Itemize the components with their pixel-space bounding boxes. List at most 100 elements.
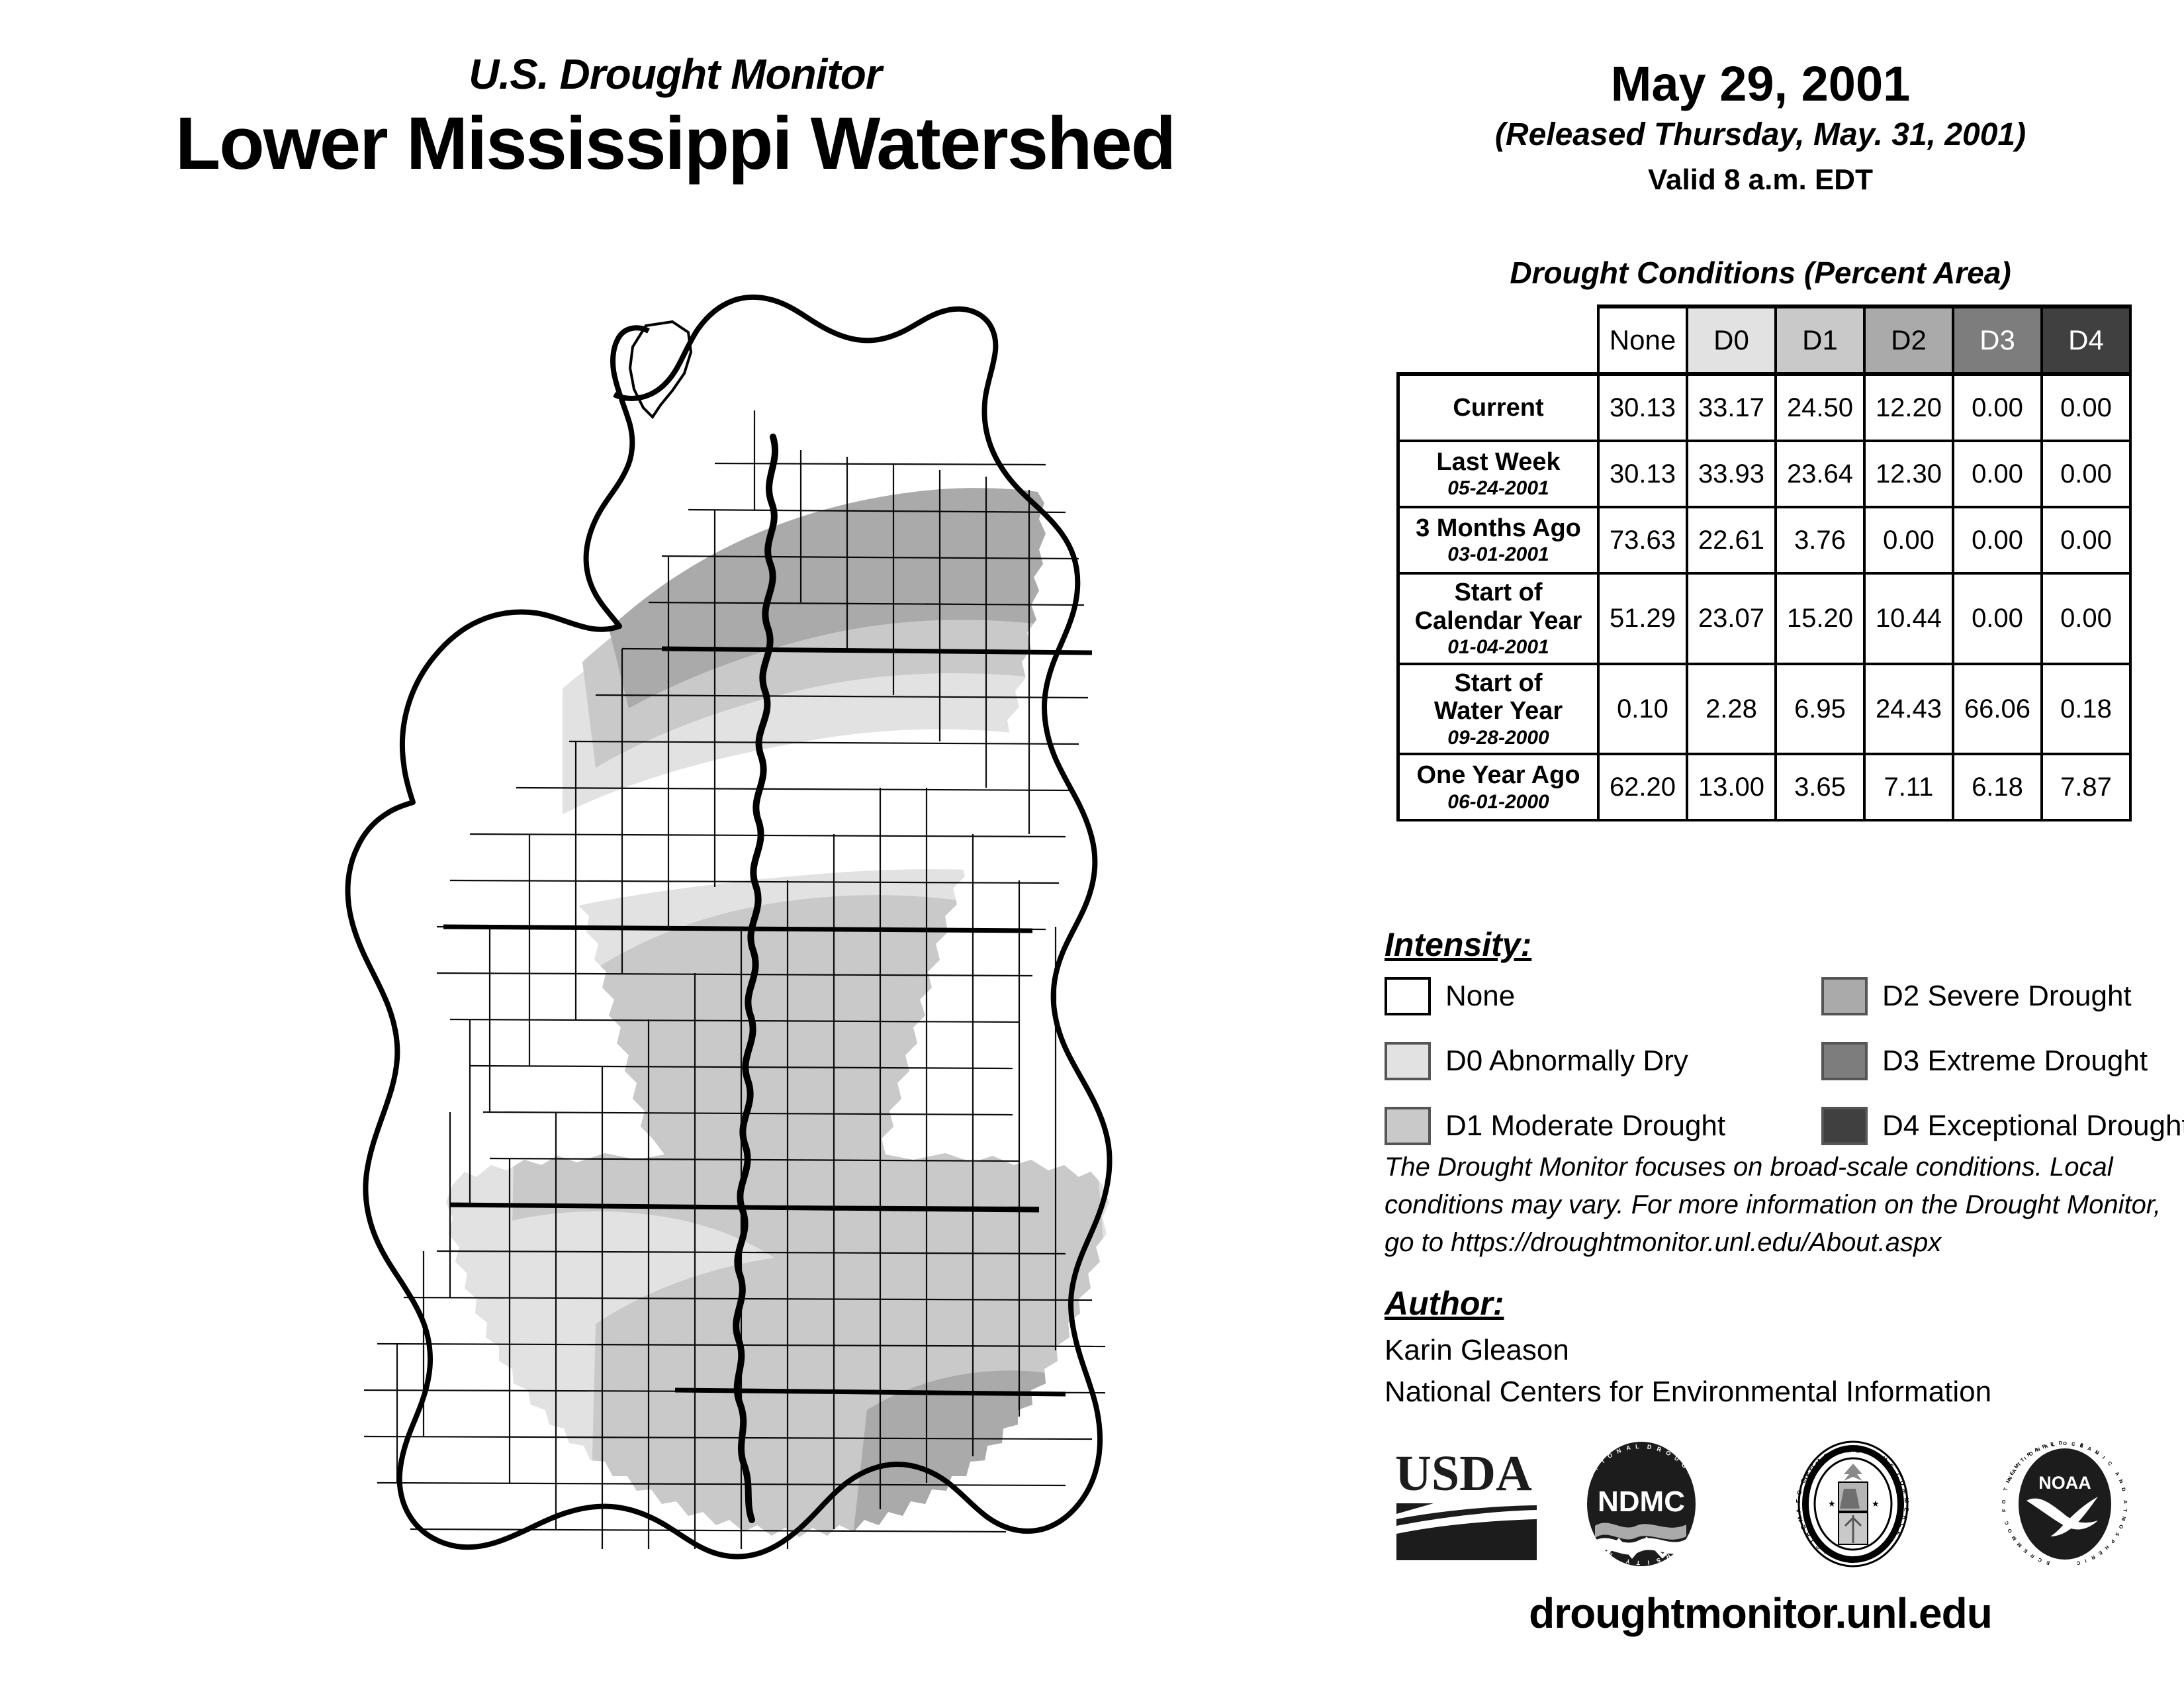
author-organization: National Centers for Environmental Infor… <box>1385 1376 1992 1408</box>
svg-text:I: I <box>2023 1456 2027 1461</box>
svg-text:U: U <box>1673 1455 1680 1463</box>
logo-row: USDA NDMC N A T I O N A L D R <box>1390 1440 2171 1572</box>
table-cell-none: 62.20 <box>1597 753 1688 822</box>
legend-item-d2: D2 Severe Drought <box>1821 973 2179 1019</box>
svg-text:O: O <box>1796 1489 1803 1495</box>
svg-text:E: E <box>1850 1446 1854 1452</box>
author-name: Karin Gleason <box>1385 1334 1569 1366</box>
legend-label-d0: D0 Abnormally Dry <box>1445 1045 1688 1077</box>
lower-mississippi-watershed-drought-map <box>251 291 1138 1602</box>
svg-text:S: S <box>1656 1556 1662 1564</box>
svg-text:B: B <box>1591 1536 1599 1544</box>
table-cell-d1: 24.50 <box>1774 372 1866 442</box>
table-cell-none: 30.13 <box>1597 440 1688 508</box>
svg-text:S: S <box>1799 1477 1807 1484</box>
svg-text:H: H <box>1686 1470 1694 1477</box>
table-row: Start of Calendar Year 01-04-2001 51.29 23.0… <box>1396 572 2132 665</box>
table-cell-d3: 0.00 <box>1952 506 2043 575</box>
svg-text:C: C <box>2037 1556 2043 1564</box>
legend-item-d0: D0 Abnormally Dry <box>1385 1038 1821 1084</box>
noaa-logo: NOAA N A T I O N A L O C E A N I C A N <box>1999 1440 2131 1572</box>
website-url: droughtmonitor.unl.edu <box>1529 1589 1993 1637</box>
author-heading: Author: <box>1385 1285 1504 1322</box>
svg-text:O: O <box>2001 1500 2007 1504</box>
svg-text:E: E <box>1799 1524 1807 1530</box>
svg-text:O: O <box>1881 1456 1889 1464</box>
table-cell-none: 30.13 <box>1597 372 1688 442</box>
drought-conditions-table: None D0 D1 D2 D3 D4 Current 30.13 33.17 24.… <box>1396 305 2132 822</box>
svg-text:M: M <box>1903 1497 1910 1503</box>
legend-item-none: None <box>1385 973 1821 1019</box>
title-block: U.S. Drought Monitor Lower Mississippi W… <box>0 53 1350 183</box>
svg-text:E: E <box>1803 1470 1811 1477</box>
svg-text:N: N <box>1606 1550 1614 1558</box>
table-cell-d4: 0.00 <box>2040 506 2132 575</box>
svg-text:M: M <box>2011 1535 2018 1542</box>
svg-text:N: N <box>2118 1479 2124 1484</box>
legend-label-d1: D1 Moderate Drought <box>1445 1109 1726 1142</box>
table-cell-d4: 0.00 <box>2040 572 2132 665</box>
svg-text:T: T <box>1592 1465 1600 1472</box>
svg-text:I: I <box>1647 1559 1650 1566</box>
svg-text:A: A <box>1580 1489 1587 1495</box>
column-header-d3: D3 <box>1952 305 2043 375</box>
disclaimer-text: The Drought Monitor focuses on broad-sca… <box>1385 1152 2161 1257</box>
svg-text:O: O <box>2028 1450 2034 1458</box>
row-label: Start of Water Year 09-28-2000 <box>1396 662 1600 756</box>
legend-item-d4: D4 Exceptional Drought <box>1821 1103 2184 1149</box>
table-cell-d0: 33.93 <box>1686 440 1777 508</box>
svg-text:C: C <box>2003 1520 2010 1525</box>
svg-text:R: R <box>1901 1515 1908 1521</box>
row-label-date: 05-24-2001 <box>1447 477 1549 500</box>
svg-text:K: K <box>1579 1499 1586 1504</box>
intensity-heading: Intensity: <box>1385 926 1532 963</box>
svg-text:E: E <box>2050 1441 2054 1448</box>
svg-text:A: A <box>1581 1519 1589 1525</box>
valid-date: May 29, 2001 <box>1610 56 1911 111</box>
svg-text:.: . <box>2088 1445 2092 1451</box>
svg-text:T: T <box>1871 1451 1877 1459</box>
row-label: Last Week 05-24-2001 <box>1396 440 1600 508</box>
table-caption: Drought Conditions (Percent Area) <box>1510 256 2011 290</box>
svg-text:M: M <box>1796 1516 1804 1523</box>
intensity-legend: None D2 Severe Drought D0 Abnormally Dry D3… <box>1385 973 2184 1149</box>
table-cell-d2: 12.30 <box>1863 440 1954 508</box>
svg-text:C: C <box>2107 1460 2114 1467</box>
svg-text:N: N <box>2005 1478 2011 1483</box>
svg-text:G: G <box>1680 1462 1688 1470</box>
table-header: None D0 D1 D2 D3 D4 <box>1398 305 2132 375</box>
row-label-date: 06-01-2000 <box>1447 790 1549 813</box>
svg-text:USDA: USDA <box>1395 1446 1532 1501</box>
drought-monitor-kicker: U.S. Drought Monitor <box>469 50 882 98</box>
column-header-d0: D0 <box>1686 305 1777 375</box>
svg-text:A: A <box>1822 1548 1829 1556</box>
svg-text:M: M <box>1901 1488 1909 1495</box>
valid-time: Valid 8 a.m. EDT <box>1648 164 1873 196</box>
svg-text:N: N <box>2094 1449 2100 1456</box>
table-cell-d4: 0.00 <box>2040 372 2132 442</box>
svg-text:N: N <box>1874 1450 1880 1458</box>
svg-text:C: C <box>2071 1441 2075 1448</box>
svg-text:T: T <box>1858 1446 1863 1453</box>
svg-text:.: . <box>2072 1440 2074 1446</box>
svg-text:A: A <box>2033 1446 2040 1454</box>
svg-text:F: F <box>1795 1499 1801 1503</box>
table-cell-d3: 6.18 <box>1952 753 2043 822</box>
svg-text:U: U <box>2094 1448 2100 1456</box>
svg-text:E: E <box>2079 1442 2084 1449</box>
svg-text:I: I <box>2101 1455 2106 1460</box>
svg-text:A: A <box>2114 1471 2121 1477</box>
svg-text:E: E <box>1673 1547 1680 1555</box>
svg-text:I: I <box>2084 1558 2087 1564</box>
legend-swatch-d3 <box>1821 1042 1868 1080</box>
svg-text:S: S <box>1579 1510 1586 1515</box>
svg-text:C: C <box>2075 1560 2081 1566</box>
table-cell-none: 0.10 <box>1597 662 1688 756</box>
table-row: Current 30.13 33.17 24.50 12.20 0.00 0.00 <box>1396 372 2132 442</box>
row-label-date: 09-28-2000 <box>1447 726 1549 749</box>
svg-text:N: N <box>1615 1447 1622 1455</box>
svg-text:Y: Y <box>1625 1558 1631 1565</box>
svg-text:T: T <box>2002 1487 2009 1491</box>
svg-text:A: A <box>1795 1508 1802 1513</box>
table-cell-d1: 3.76 <box>1774 506 1866 575</box>
